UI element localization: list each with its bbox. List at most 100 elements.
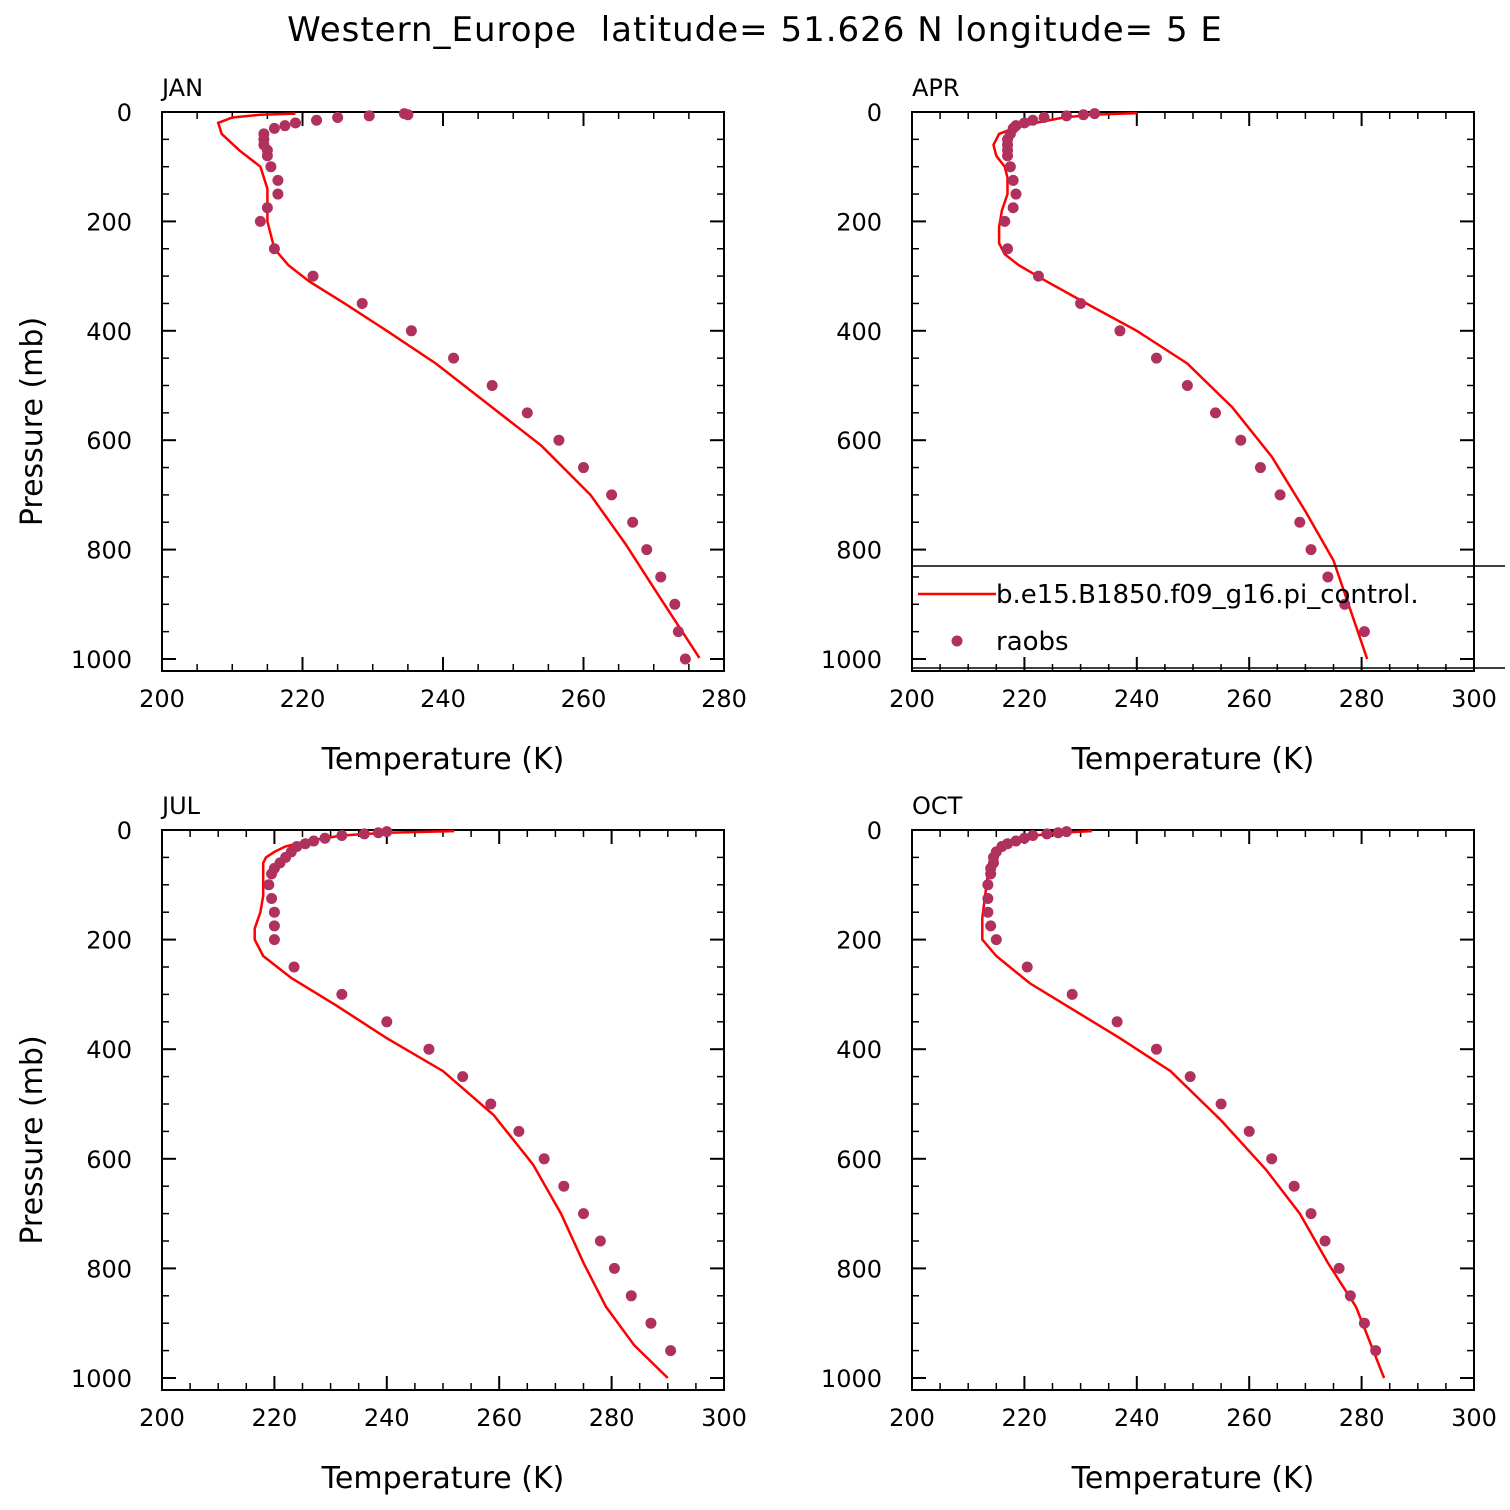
raobs-point — [363, 110, 375, 122]
raobs-point — [381, 826, 393, 838]
raobs-point — [1254, 462, 1266, 474]
y-tick-label: 600 — [836, 427, 882, 455]
x-tick-label: 280 — [1339, 685, 1385, 713]
raobs-point — [272, 188, 284, 200]
raobs-point — [1004, 161, 1016, 173]
raobs-point — [1319, 1235, 1331, 1247]
y-tick-label: 200 — [86, 208, 132, 236]
raobs-point — [332, 111, 344, 123]
raobs-point — [1150, 352, 1162, 364]
raobs-point — [627, 516, 639, 528]
y-tick-label: 200 — [86, 927, 132, 955]
raobs-point — [982, 879, 994, 891]
raobs-point — [336, 829, 348, 841]
raobs-point — [625, 1290, 637, 1302]
raobs-point — [289, 117, 301, 129]
raobs-point — [1114, 325, 1126, 337]
raobs-point — [1061, 110, 1073, 122]
raobs-point — [288, 961, 300, 973]
y-tick-label: 0 — [117, 99, 132, 127]
raobs-point — [608, 1262, 620, 1274]
raobs-point — [268, 243, 280, 255]
raobs-point — [1002, 243, 1014, 255]
x-tick-label: 260 — [561, 685, 607, 713]
raobs-point — [1010, 188, 1022, 200]
y-tick-label: 400 — [86, 318, 132, 346]
y-tick-label: 1000 — [71, 1365, 132, 1393]
raobs-point — [311, 114, 323, 126]
x-tick-label: 260 — [1226, 1404, 1272, 1432]
raobs-point — [299, 838, 311, 850]
raobs-point — [1333, 1262, 1345, 1274]
x-tick-label: 240 — [1114, 1404, 1160, 1432]
panel-apr: APR 200 220 240 260 280 300 0 200 400 600 800 1000 Te… — [821, 74, 1497, 777]
raobs-point — [372, 827, 384, 839]
x-tick-label: 220 — [1001, 685, 1047, 713]
y-tick-label: 800 — [836, 537, 882, 565]
raobs-point — [645, 1317, 657, 1329]
raobs-point — [1061, 826, 1073, 838]
plot-frame — [911, 829, 1475, 1391]
raobs-point — [558, 1180, 570, 1192]
raobs-point — [307, 270, 319, 282]
panel-label: JUL — [160, 792, 201, 820]
legend-obs-label: raobs — [996, 627, 1069, 657]
raobs-point — [1305, 544, 1317, 556]
raobs-point — [679, 653, 691, 665]
panel-jan: JAN 200 220 240 260 280 0 200 400 600 800 1000 Tempe… — [15, 74, 747, 777]
raobs-point — [641, 544, 653, 556]
raobs-point — [553, 434, 565, 446]
raobs-point — [1111, 1016, 1123, 1028]
y-tick-label: 600 — [86, 1146, 132, 1174]
raobs-point — [578, 462, 589, 474]
raobs-point — [336, 988, 348, 1000]
x-tick-label: 280 — [1339, 1404, 1385, 1432]
y-tick-label: 0 — [117, 817, 132, 845]
x-tick-label: 200 — [889, 685, 935, 713]
y-tick-label: 400 — [836, 318, 882, 346]
raobs-point — [999, 215, 1011, 227]
raobs-point — [263, 879, 275, 891]
raobs-point — [1322, 571, 1334, 583]
plot-frame — [161, 829, 725, 1391]
raobs-point — [1358, 626, 1370, 638]
raobs-point — [521, 407, 533, 419]
x-tick-label: 200 — [139, 685, 185, 713]
raobs-point — [448, 352, 460, 364]
x-tick-label: 200 — [139, 1404, 185, 1432]
raobs-point — [265, 161, 277, 173]
raobs-point — [1075, 297, 1087, 309]
y-tick-label: 0 — [867, 817, 882, 845]
model-profile-line — [216, 112, 701, 659]
x-tick-label: 300 — [1451, 1404, 1497, 1432]
y-tick-label: 400 — [836, 1036, 882, 1064]
raobs-point — [266, 868, 278, 880]
raobs-point — [578, 1208, 589, 1220]
raobs-point — [1370, 1345, 1382, 1357]
raobs-point — [1339, 598, 1351, 610]
y-axis-label: Pressure (mb) — [15, 317, 50, 526]
panel-label: OCT — [912, 792, 963, 820]
raobs-point — [1305, 1208, 1317, 1220]
raobs-point — [1215, 1098, 1227, 1110]
raobs-point — [268, 934, 280, 946]
raobs-point — [606, 489, 618, 501]
raobs-point — [1021, 961, 1033, 973]
x-tick-label: 260 — [1226, 685, 1272, 713]
x-axis-label: Temperature (K) — [321, 1461, 565, 1496]
raobs-point — [1184, 1071, 1196, 1083]
y-tick-label: 1000 — [71, 646, 132, 674]
raobs-point — [261, 202, 273, 214]
y-tick-label: 800 — [86, 537, 132, 565]
x-tick-label: 280 — [701, 685, 747, 713]
raobs-point — [538, 1153, 550, 1165]
model-profile-line — [981, 829, 1386, 1379]
figure-title: Western_Europe latitude= 51.626 N longit… — [287, 10, 1223, 50]
raobs-point — [1288, 1180, 1300, 1192]
y-tick-label: 600 — [86, 427, 132, 455]
raobs-point — [1181, 380, 1193, 391]
raobs-point — [1266, 1153, 1278, 1165]
raobs-point — [655, 571, 667, 583]
legend-model-label: b.e15.B1850.f09_g16.pi_control. — [996, 580, 1419, 610]
y-tick-label: 200 — [836, 208, 882, 236]
